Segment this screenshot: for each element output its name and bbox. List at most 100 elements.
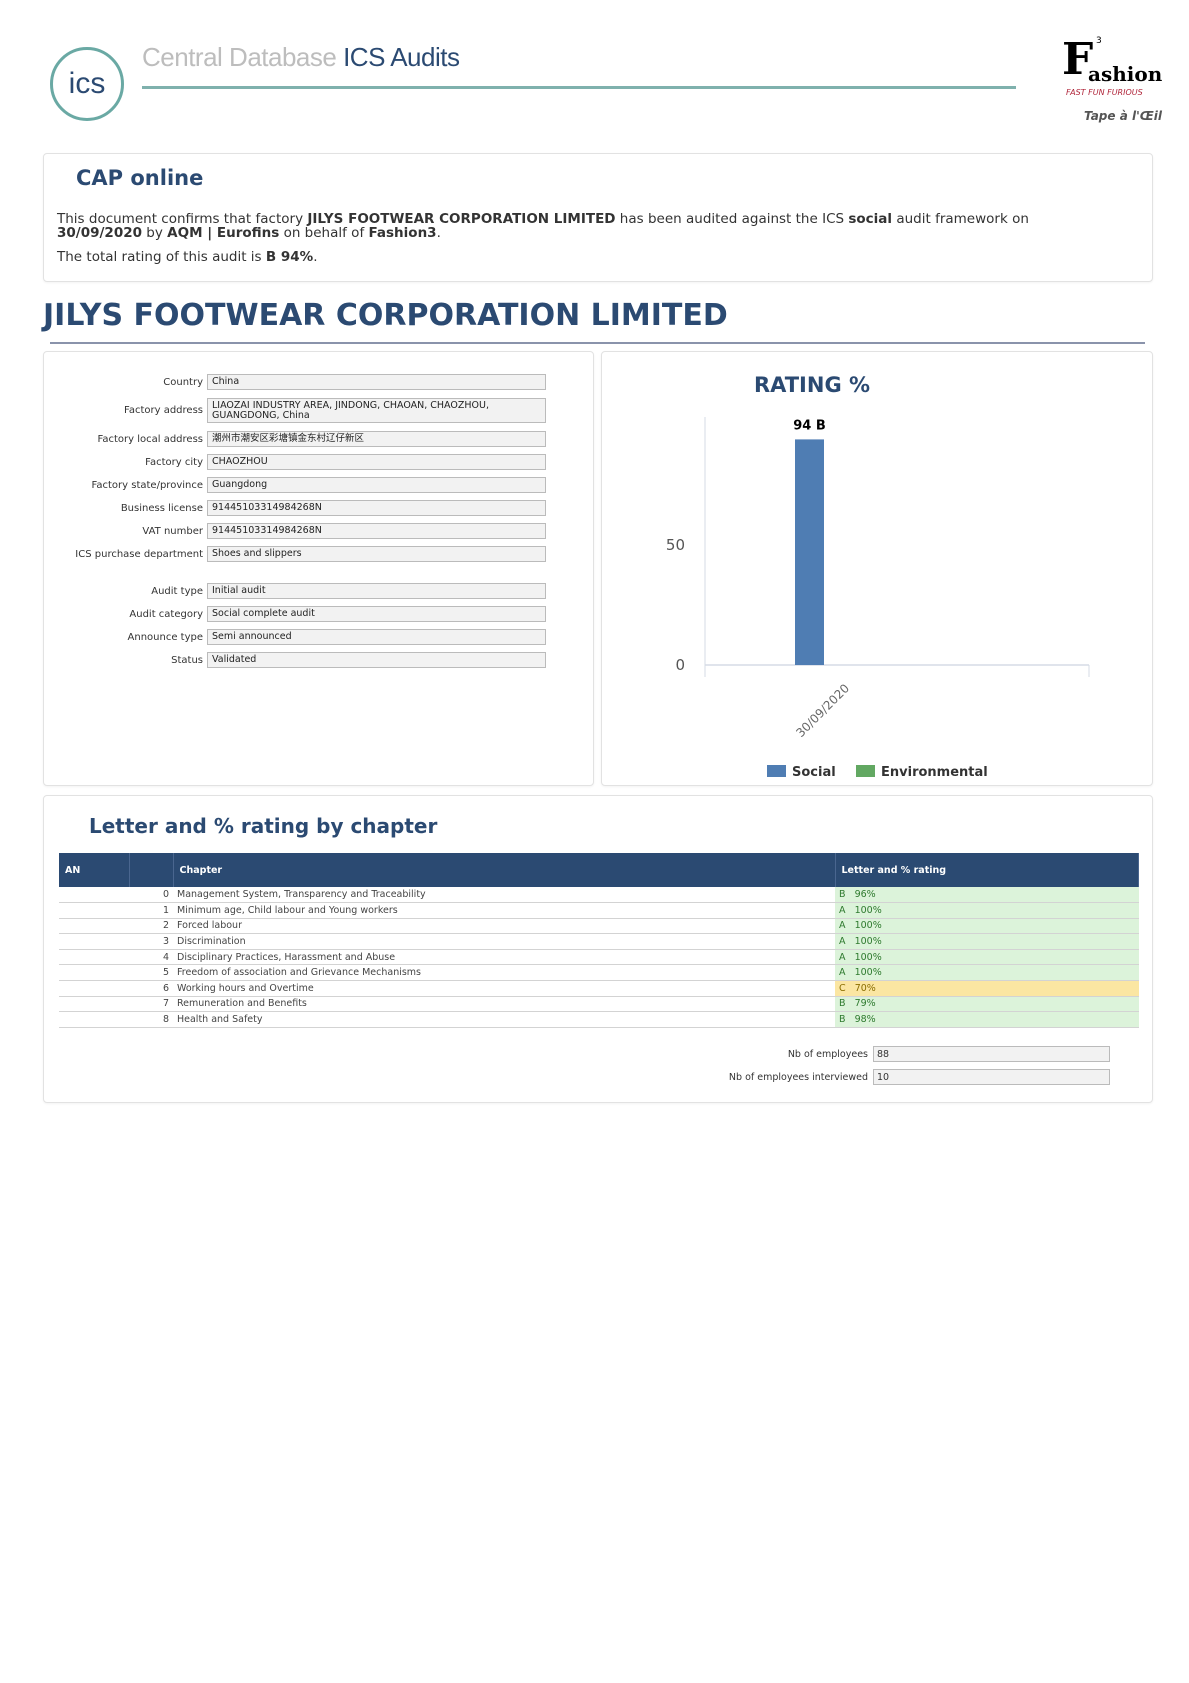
field-value[interactable]: CHAOZHOU	[207, 454, 546, 470]
field-value[interactable]: 潮州市潮安区彩塘镇金东村辽仔新区	[207, 431, 546, 447]
field-label: Factory address	[124, 405, 203, 416]
rating-percent: 79%	[854, 998, 876, 1010]
rating-letter: A	[839, 904, 846, 916]
brand-tagline: FAST FUN FURIOUS	[1066, 88, 1143, 97]
field-value[interactable]: Initial audit	[207, 583, 546, 599]
legend-label[interactable]: Social	[792, 765, 836, 780]
interviewed-row: Nb of employees interviewed 10	[729, 1069, 1110, 1085]
chapter-rating: A 100%	[835, 902, 1139, 919]
employees-field[interactable]: 88	[873, 1046, 1110, 1062]
field-label: Country	[163, 376, 203, 388]
field-value[interactable]: LIAOZAI INDUSTRY AREA, JINDONG, CHAOAN, …	[207, 398, 546, 423]
table-row: 4 Disciplinary Practices, Harassment and …	[59, 949, 1139, 966]
field-value[interactable]: China	[207, 374, 546, 390]
chapter-number: 5	[129, 964, 173, 982]
field-label: Factory city	[145, 456, 203, 468]
field-value[interactable]: 91445103314984268N	[207, 500, 546, 516]
an-cell	[59, 964, 129, 982]
cap-online-panel: CAP online This document confirms that f…	[43, 153, 1153, 282]
chart-title: RATING %	[754, 373, 870, 397]
chapter-rating: B 98%	[835, 1011, 1139, 1028]
field-value[interactable]: Semi announced	[207, 629, 546, 645]
chapter-number: 1	[129, 902, 173, 919]
chapter-name: Health and Safety	[173, 1011, 835, 1028]
field-row: VAT number 91445103314984268N	[44, 523, 595, 539]
field-value[interactable]: Shoes and slippers	[207, 546, 546, 562]
chapter-rating: B 79%	[835, 996, 1139, 1013]
an-cell	[59, 933, 129, 950]
field-value[interactable]: 91445103314984268N	[207, 523, 546, 539]
legend-swatch-environmental[interactable]	[856, 765, 875, 777]
an-cell	[59, 918, 129, 935]
x-tick-label: 30/09/2020	[793, 681, 852, 740]
brand-rest: ashion	[1088, 62, 1163, 86]
chapter-number: 8	[129, 1011, 173, 1028]
chapter-name: Freedom of association and Grievance Mec…	[173, 964, 835, 982]
chapter-rating-panel: Letter and % rating by chapter AN Chapte…	[43, 795, 1153, 1103]
rating-percent: 100%	[854, 904, 882, 916]
field-label: Audit category	[129, 608, 203, 620]
rating-percent: 100%	[854, 936, 882, 948]
chapter-name: Working hours and Overtime	[173, 980, 835, 997]
field-row: Factory city CHAOZHOU	[44, 454, 595, 470]
field-row: Business license 91445103314984268N	[44, 500, 595, 516]
field-value[interactable]: Guangdong	[207, 477, 546, 493]
field-row: Factory local address 潮州市潮安区彩塘镇金东村辽仔新区	[44, 431, 595, 447]
rating-letter: B	[839, 1014, 846, 1026]
rating-letter: A	[839, 920, 846, 932]
table-row: 0 Management System, Transparency and Tra…	[59, 887, 1139, 904]
rating-chart-panel: RATING % 0 50 94 B 30/09/2020 Social Environm…	[601, 351, 1153, 786]
chapter-number: 6	[129, 980, 173, 997]
brand-sup: 3	[1096, 36, 1102, 46]
rating-percent: 100%	[854, 920, 882, 932]
rating-letter: C	[839, 982, 846, 994]
an-cell	[59, 949, 129, 966]
rating-percent: 70%	[854, 982, 876, 994]
chapter-name: Discrimination	[173, 933, 835, 950]
chapter-name: Management System, Transparency and Trac…	[173, 887, 835, 904]
chapter-number: 0	[129, 887, 173, 904]
table-row: 6 Working hours and Overtime C 70%	[59, 980, 1139, 997]
legend-swatch-social[interactable]	[767, 765, 786, 777]
chapter-rating: A 100%	[835, 949, 1139, 966]
ics-logo-text: ics	[68, 67, 106, 100]
col-an: AN	[59, 853, 130, 887]
chapter-rating: A 100%	[835, 918, 1139, 935]
table-row: 1 Minimum age, Child labour and Young wor…	[59, 902, 1139, 919]
cap-heading: CAP online	[76, 166, 204, 190]
cap-statement: This document confirms that factory JILY…	[57, 211, 1029, 241]
field-row: ICS purchase department Shoes and slipper…	[44, 546, 595, 562]
rating-letter: B	[839, 998, 846, 1010]
legend-label[interactable]: Environmental	[881, 765, 988, 780]
field-value[interactable]: Validated	[207, 652, 546, 668]
chapter-rating: B 96%	[835, 887, 1139, 904]
y-tick-label: 0	[675, 656, 685, 674]
field-label: Announce type	[127, 631, 203, 643]
field-label: VAT number	[142, 525, 203, 537]
chapter-name: Remuneration and Benefits	[173, 996, 835, 1013]
an-cell	[59, 980, 129, 997]
table-row: 7 Remuneration and Benefits B 79%	[59, 996, 1139, 1013]
chapter-rating: C 70%	[835, 980, 1139, 997]
title-part2: ICS Audits	[343, 42, 460, 72]
an-cell	[59, 887, 129, 904]
interviewed-field[interactable]: 10	[873, 1069, 1110, 1085]
factory-title: JILYS FOOTWEAR CORPORATION LIMITED	[43, 298, 728, 333]
table-row: 8 Health and Safety B 98%	[59, 1011, 1139, 1028]
an-cell	[59, 902, 129, 919]
table-row: 2 Forced labour A 100%	[59, 918, 1139, 935]
table-row: 3 Discrimination A 100%	[59, 933, 1139, 950]
chapter-number: 3	[129, 933, 173, 950]
cap-total-rating: The total rating of this audit is B 94%.	[57, 249, 318, 265]
rating-letter: A	[839, 967, 846, 979]
field-row: Country China	[44, 374, 595, 390]
bar-data-label: 94 B	[793, 418, 826, 433]
rating-percent: 96%	[854, 889, 876, 901]
field-row: Audit category Social complete audit	[44, 606, 595, 622]
chapter-number: 2	[129, 918, 173, 935]
field-label: Business license	[120, 502, 203, 514]
chapter-name: Disciplinary Practices, Harassment and A…	[173, 949, 835, 966]
field-value[interactable]: Social complete audit	[207, 606, 546, 622]
brand-letter: F	[1062, 34, 1094, 85]
field-row: Status Validated	[44, 652, 595, 668]
